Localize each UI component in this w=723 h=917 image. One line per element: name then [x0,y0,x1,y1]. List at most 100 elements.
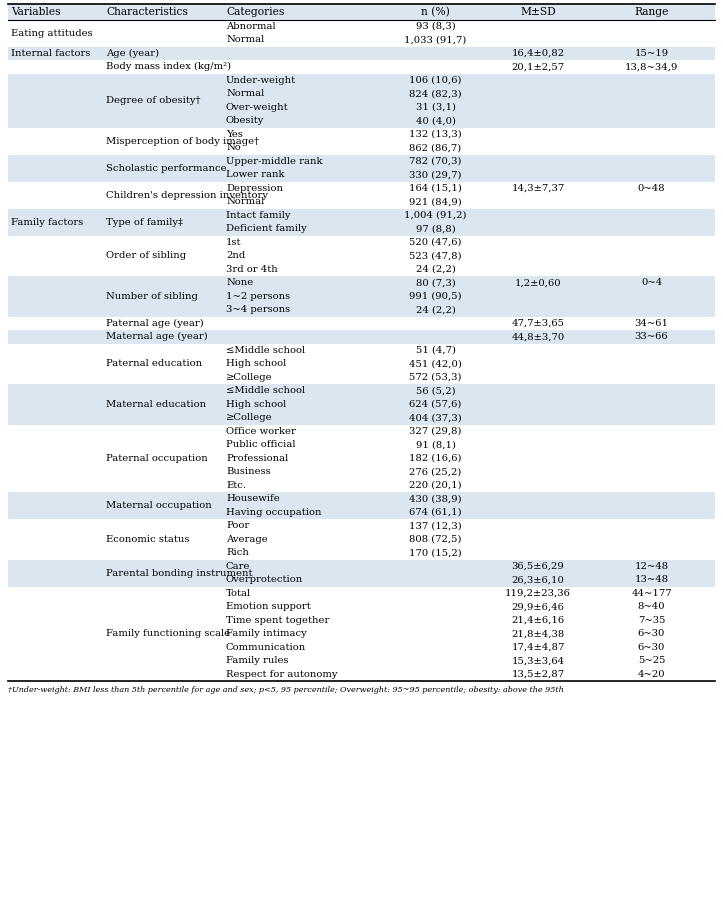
Text: 20,1±2,57: 20,1±2,57 [511,62,565,72]
Text: 1st: 1st [226,238,241,247]
Bar [8,155,715,182]
Bar [8,559,715,587]
Bar [8,519,715,559]
Text: 808 (72,5): 808 (72,5) [409,535,462,544]
Bar [8,127,715,155]
Text: Eating attitudes: Eating attitudes [11,28,93,38]
Text: ≤Middle school: ≤Middle school [226,346,305,355]
Text: 36,5±6,29: 36,5±6,29 [512,562,565,570]
Text: Paternal occupation: Paternal occupation [106,454,208,463]
Text: Respect for autonomy: Respect for autonomy [226,669,338,679]
Text: 93 (8,3): 93 (8,3) [416,22,455,31]
Text: Economic status: Economic status [106,535,189,544]
Text: 572 (53,3): 572 (53,3) [409,373,462,381]
Text: 97 (8,8): 97 (8,8) [416,225,455,233]
Text: Poor: Poor [226,521,249,530]
Text: 12~48: 12~48 [635,562,669,570]
Text: 119,2±23,36: 119,2±23,36 [505,589,571,598]
Text: 276 (25,2): 276 (25,2) [409,468,462,476]
Text: 991 (90,5): 991 (90,5) [409,292,462,301]
Text: 26,3±6,10: 26,3±6,10 [512,575,565,584]
Text: Scholastic performance: Scholastic performance [106,163,226,172]
Text: ≤Middle school: ≤Middle school [226,386,305,395]
Text: 327 (29,8): 327 (29,8) [409,426,462,436]
Text: 15,3±3,64: 15,3±3,64 [511,657,565,665]
Text: 2nd: 2nd [226,251,245,260]
Text: 91 (8,1): 91 (8,1) [416,440,455,449]
Text: 824 (82,3): 824 (82,3) [409,89,462,98]
Bar [8,492,715,519]
Text: 24 (2,2): 24 (2,2) [416,265,455,274]
Text: No: No [226,143,241,152]
Text: 44,8±3,70: 44,8±3,70 [511,332,565,341]
Text: 674 (61,1): 674 (61,1) [409,508,462,517]
Text: Parental bonding instrument: Parental bonding instrument [106,569,252,578]
Bar [8,236,715,276]
Text: 14,3±7,37: 14,3±7,37 [511,183,565,193]
Text: Maternal education: Maternal education [106,400,206,409]
Text: 520 (47,6): 520 (47,6) [409,238,462,247]
Text: 33~66: 33~66 [635,332,668,341]
Text: 13,8~34,9: 13,8~34,9 [625,62,678,72]
Text: Characteristics: Characteristics [106,6,188,17]
Text: 921 (84,9): 921 (84,9) [409,197,462,206]
Bar [8,587,715,681]
Text: 21,4±6,16: 21,4±6,16 [511,616,565,624]
Bar [8,60,715,73]
Text: Care: Care [226,562,250,570]
Text: Variables: Variables [11,6,61,17]
Text: ≥College: ≥College [226,373,273,381]
Text: Having occupation: Having occupation [226,508,322,517]
Text: Normal: Normal [226,35,264,44]
Bar [8,276,715,316]
Text: 21,8±4,38: 21,8±4,38 [511,629,565,638]
Text: Time spent together: Time spent together [226,616,330,624]
Text: 47,7±3,65: 47,7±3,65 [511,319,565,327]
Text: 56 (5,2): 56 (5,2) [416,386,455,395]
Text: Depression: Depression [226,183,283,193]
Text: M±SD: M±SD [520,6,556,17]
Text: 404 (37,3): 404 (37,3) [409,414,462,422]
Text: 13,5±2,87: 13,5±2,87 [511,669,565,679]
Text: n (%): n (%) [421,6,450,17]
Text: Etc.: Etc. [226,481,246,490]
Text: 13~48: 13~48 [635,575,669,584]
Text: ≥College: ≥College [226,414,273,422]
Text: Rich: Rich [226,548,249,558]
Text: 782 (70,3): 782 (70,3) [409,157,462,166]
Text: 24 (2,2): 24 (2,2) [416,305,455,315]
Text: Misperception of body image†: Misperception of body image† [106,137,259,146]
Text: 34~61: 34~61 [635,319,669,327]
Text: 862 (86,7): 862 (86,7) [409,143,461,152]
Text: Body mass index (kg/m²): Body mass index (kg/m²) [106,62,231,72]
Text: 7~35: 7~35 [638,616,665,624]
Text: Family functioning scale: Family functioning scale [106,629,230,638]
Text: Public official: Public official [226,440,296,449]
Text: Abnormal: Abnormal [226,22,275,31]
Text: 137 (12,3): 137 (12,3) [409,521,462,530]
Text: 40 (4,0): 40 (4,0) [416,116,455,126]
Text: Under-weight: Under-weight [226,76,296,84]
Bar [8,425,715,492]
Text: Intact family: Intact family [226,211,291,220]
Text: High school: High school [226,400,286,409]
Text: 330 (29,7): 330 (29,7) [409,171,462,180]
Text: Over-weight: Over-weight [226,103,288,112]
Text: 3rd or 4th: 3rd or 4th [226,265,278,274]
Text: †Under-weight: BMI less than 5th percentile for age and sex; p<5, 95 percentile;: †Under-weight: BMI less than 5th percent… [8,686,564,694]
Text: 132 (13,3): 132 (13,3) [409,130,462,138]
Text: 0~4: 0~4 [641,278,662,287]
Text: Order of sibling: Order of sibling [106,251,186,260]
Text: Family factors: Family factors [11,217,83,226]
Bar [8,384,715,425]
Text: 29,9±6,46: 29,9±6,46 [512,602,565,612]
Text: Normal: Normal [226,197,264,206]
Text: 523 (47,8): 523 (47,8) [409,251,462,260]
Text: 1~2 persons: 1~2 persons [226,292,290,301]
Text: 1,2±0,60: 1,2±0,60 [515,278,561,287]
Text: 44~177: 44~177 [631,589,672,598]
Text: Degree of obesity†: Degree of obesity† [106,96,200,105]
Text: 0~48: 0~48 [638,183,665,193]
Text: 430 (38,9): 430 (38,9) [409,494,462,503]
Text: Average: Average [226,535,268,544]
